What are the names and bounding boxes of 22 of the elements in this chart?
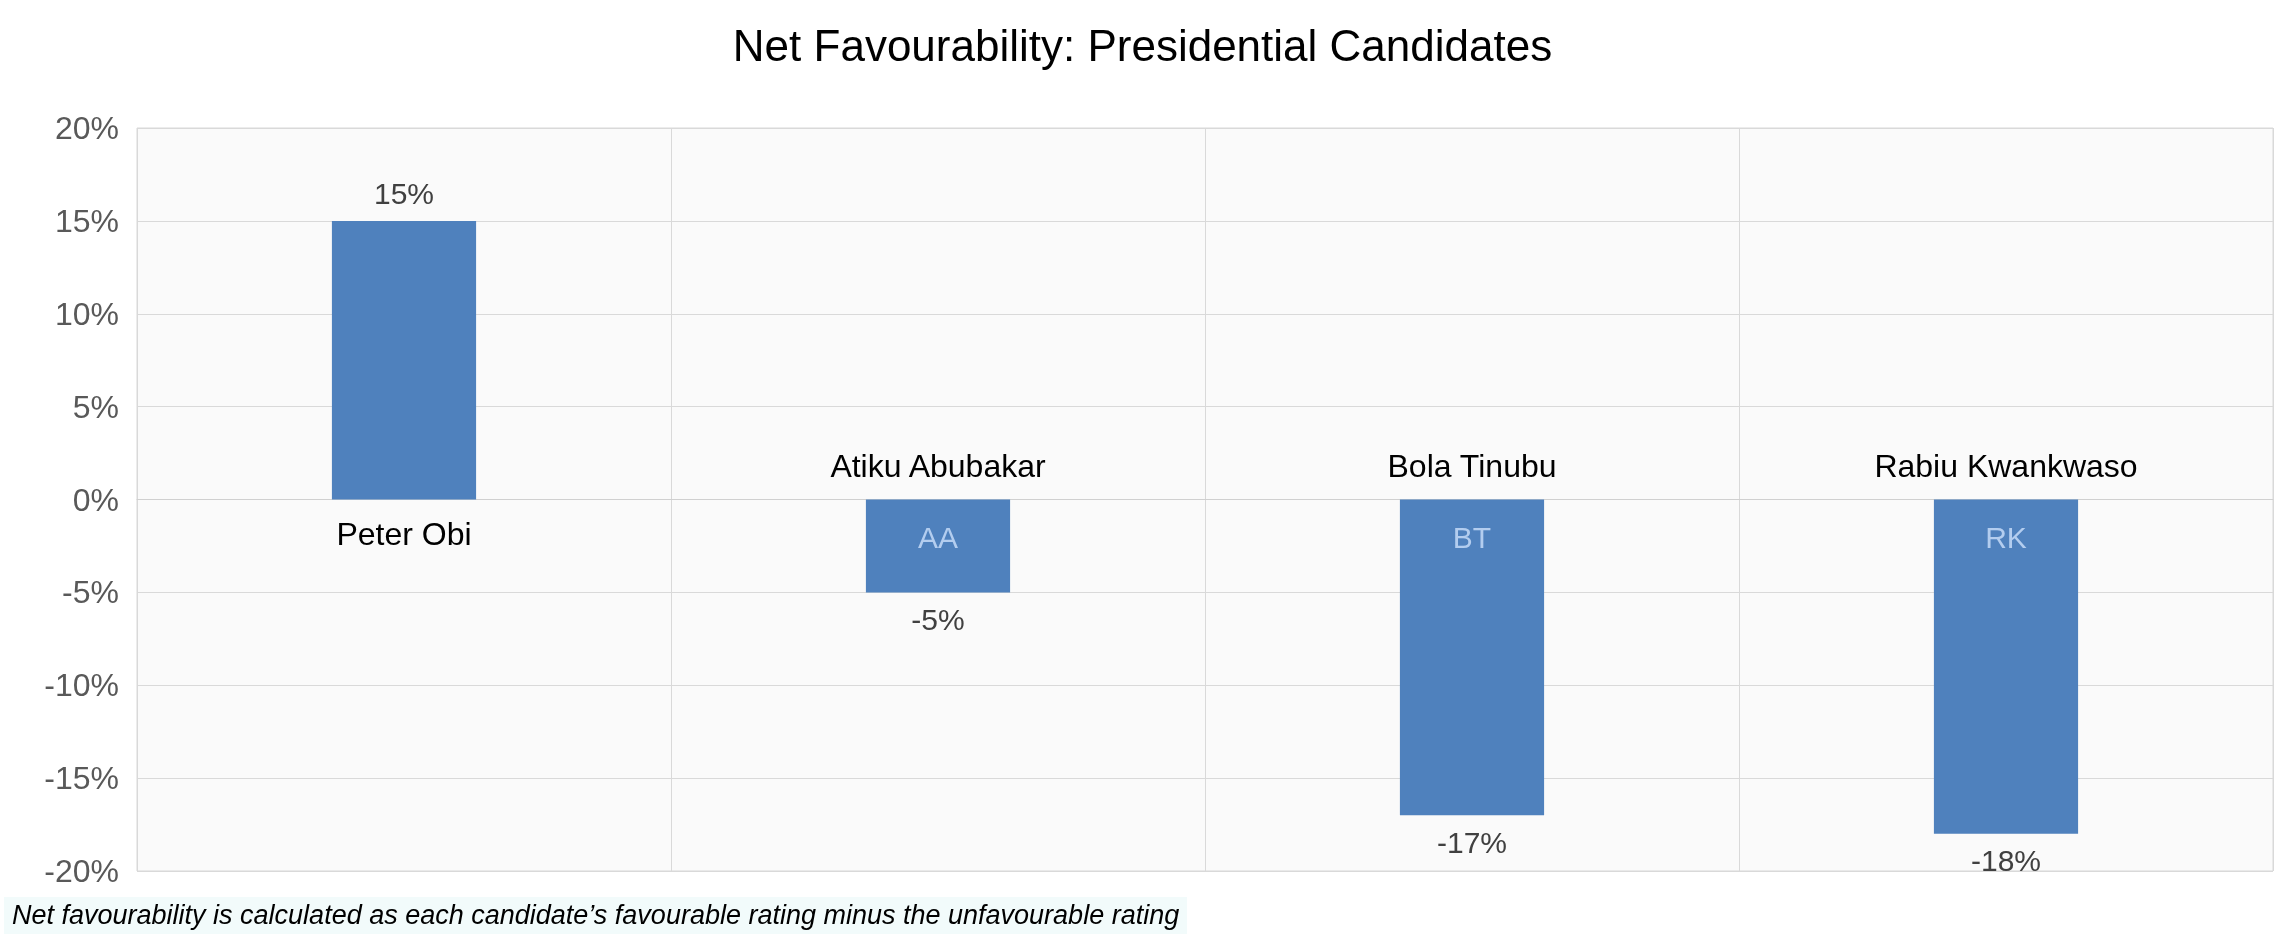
y-tick-label: -20% [44, 853, 119, 889]
text: Net favourability is calculated as each candidate’s favourable rating minus the unfavourable rating [4, 897, 1188, 934]
y-tick-label: -10% [44, 667, 119, 704]
annotation: BT [1452, 521, 1492, 554]
data-label: -18% [1970, 844, 2042, 878]
x-tick-label: Atiku Abubakar [830, 447, 1046, 484]
data-label: 15% [373, 177, 435, 211]
x-tick-label: Peter Obi [336, 515, 472, 552]
y-tick-label: -5% [62, 574, 119, 611]
y-tick-label: 10% [54, 295, 119, 332]
y-tick-label: -15% [44, 760, 119, 797]
x-tick-label: Rabiu Kwankwaso [1874, 447, 2138, 484]
y-tick-label: 0% [72, 481, 119, 518]
y-tick-label: 5% [72, 388, 119, 425]
chart-title: Net Favourability: Presidential Candidates [732, 20, 1553, 70]
data-label: -17% [1436, 825, 1508, 859]
x-tick-label: Bola Tinubu [1387, 447, 1557, 484]
y-tick-label: 20% [54, 110, 119, 146]
annotation: AA [917, 521, 959, 554]
y-tick-label: 15% [54, 202, 119, 239]
annotation: RK [1985, 521, 2027, 554]
data-label: -5% [911, 602, 965, 636]
